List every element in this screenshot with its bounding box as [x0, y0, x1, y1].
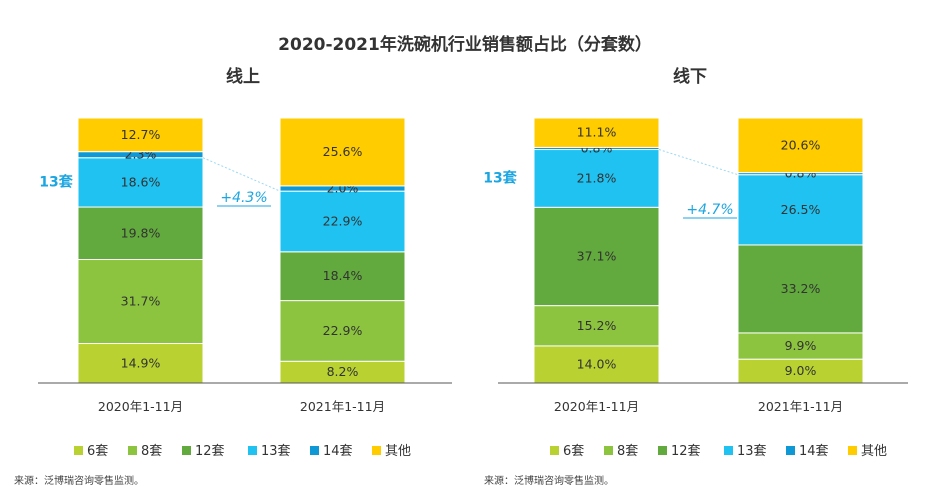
bar-label-0-0-0: 14.9%: [121, 355, 161, 370]
panel-title-1: 线下: [673, 66, 707, 87]
bar-label-0-1-3: 22.9%: [323, 213, 363, 228]
bar-segment-1-1-5: [737, 117, 864, 174]
bar-label-0-0-3: 18.6%: [121, 174, 161, 189]
change-label-0: +4.3%: [220, 190, 267, 206]
x-tick-label-0-1: 2021年1-11月: [300, 399, 385, 414]
legend-label-0-5: 其他: [385, 444, 411, 459]
connector-line-1: [658, 149, 739, 176]
bar-label-1-0-1: 15.2%: [577, 318, 617, 333]
bar-label-1-1-2: 33.2%: [781, 281, 821, 296]
legend-swatch-1-3: [724, 446, 733, 455]
legend-swatch-0-1: [128, 446, 137, 455]
legend-label-1-1: 8套: [617, 443, 638, 459]
bar-label-0-1-5: 25.6%: [323, 144, 363, 159]
bar-segment-1-0-2: [533, 206, 660, 307]
x-tick-label-1-0: 2020年1-11月: [554, 399, 639, 414]
bar-label-1-0-2: 37.1%: [577, 248, 617, 263]
bar-segment-1-0-0: [533, 345, 660, 384]
bar-label-1-0-0: 14.0%: [577, 356, 617, 371]
bar-label-0-0-2: 19.8%: [121, 225, 161, 240]
legend-swatch-0-3: [248, 446, 257, 455]
legend-swatch-0-2: [182, 446, 191, 455]
connector-line-0: [202, 157, 281, 192]
bar-segment-1-1-1: [737, 332, 864, 360]
legend-label-0-2: 12套: [195, 443, 225, 459]
change-label-1: +4.7%: [686, 202, 733, 218]
bar-label-0-1-0: 8.2%: [327, 364, 359, 379]
bar-segment-0-1-1: [279, 300, 406, 362]
legend-label-1-3: 13套: [737, 443, 767, 459]
bar-label-0-0-1: 31.7%: [121, 294, 161, 309]
bar-segment-1-0-1: [533, 305, 660, 347]
bar-segment-0-0-0: [77, 343, 204, 384]
legend-label-0-0: 6套: [87, 443, 108, 459]
bar-segment-0-0-1: [77, 259, 204, 345]
bar-label-1-1-0: 9.0%: [785, 363, 817, 378]
legend-label-1-5: 其他: [861, 444, 887, 459]
bar-segment-1-0-3: [533, 149, 660, 208]
bar-segment-0-1-3: [279, 190, 406, 253]
main-title: 2020-2021年洗碗机行业销售额占比（分套数）: [278, 34, 652, 55]
x-tick-label-0-0: 2020年1-11月: [98, 399, 183, 414]
bar-segment-0-1-2: [279, 251, 406, 302]
bar-label-0-1-2: 18.4%: [323, 268, 363, 283]
legend-swatch-1-2: [658, 446, 667, 455]
source-note-0: 来源：泛博瑞咨询零售监测。: [14, 474, 144, 487]
bar-segment-0-0-5: [77, 117, 204, 153]
legend-swatch-0-0: [74, 446, 83, 455]
legend-swatch-0-5: [372, 446, 381, 455]
bar-label-1-0-5: 11.1%: [577, 125, 617, 140]
bar-label-1-0-3: 21.8%: [577, 170, 617, 185]
x-tick-label-1-1: 2021年1-11月: [758, 399, 843, 414]
legend-label-1-0: 6套: [563, 443, 584, 459]
bar-label-1-1-1: 9.9%: [785, 338, 817, 353]
bar-segment-1-1-3: [737, 174, 864, 246]
bar-segment-0-1-5: [279, 117, 406, 187]
bar-segment-1-1-2: [737, 244, 864, 334]
legend-swatch-1-1: [604, 446, 613, 455]
highlight-label-0: 13套: [39, 173, 72, 190]
highlight-label-1: 13套: [483, 169, 516, 186]
legend-swatch-1-5: [848, 446, 857, 455]
bar-label-0-0-5: 12.7%: [121, 127, 161, 142]
legend-label-1-2: 12套: [671, 443, 701, 459]
legend-swatch-1-4: [786, 446, 795, 455]
bar-label-1-1-5: 20.6%: [781, 137, 821, 152]
bar-segment-1-0-5: [533, 117, 660, 148]
legend-label-0-4: 14套: [323, 443, 353, 459]
legend-label-0-3: 13套: [261, 443, 291, 459]
bar-label-0-1-1: 22.9%: [323, 323, 363, 338]
panel-title-0: 线上: [226, 66, 260, 87]
legend-label-0-1: 8套: [141, 443, 162, 459]
bar-label-1-1-3: 26.5%: [781, 202, 821, 217]
bar-segment-0-0-3: [77, 157, 204, 208]
legend-swatch-0-4: [310, 446, 319, 455]
legend-swatch-1-0: [550, 446, 559, 455]
legend-label-1-4: 14套: [799, 443, 829, 459]
source-note-1: 来源：泛博瑞咨询零售监测。: [484, 474, 614, 487]
